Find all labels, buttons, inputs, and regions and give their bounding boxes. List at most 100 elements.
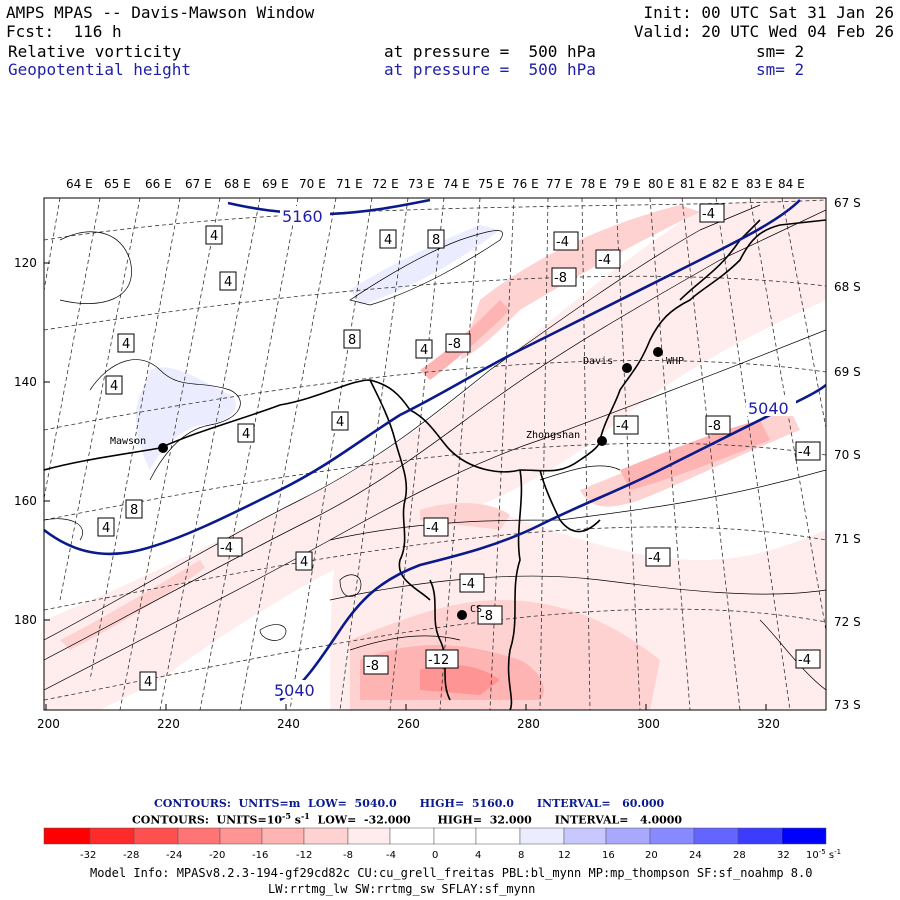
plot-frame <box>43 197 827 711</box>
height-labels: 5160 5040 5040 <box>272 206 796 700</box>
vort-box: -8 <box>445 333 471 353</box>
colorbar-swatch <box>605 827 651 845</box>
vort-value: -4 <box>648 551 661 566</box>
station-label-davis: Davis <box>583 356 613 367</box>
vorticity-contour-info: CONTOURS: UNITS=10-5 s-1 LOW= -32.000 HI… <box>132 811 682 827</box>
field1-name: Relative vorticity <box>8 42 182 61</box>
vort-box: -12 <box>425 649 459 669</box>
colorbar-label: -12 <box>296 850 312 861</box>
vort-value: -4 <box>556 235 569 250</box>
vort-box: 8 <box>343 329 361 349</box>
colorbar-label: 24 <box>689 850 702 861</box>
vort-box: 4 <box>139 671 157 691</box>
station-label-cs: CS <box>470 604 482 615</box>
colorbar-label: -4 <box>386 850 396 861</box>
x-tick-label: 320 <box>757 717 780 731</box>
field2-smoothing: sm= 2 <box>756 60 805 79</box>
vort-value: -8 <box>708 419 721 434</box>
vort-value: -4 <box>798 445 811 460</box>
vort-value: 4 <box>102 521 110 536</box>
colorbar-swatch <box>261 827 305 845</box>
colorbar-label: 4 <box>475 850 481 861</box>
vort-box: 4 <box>105 375 123 395</box>
lon-label: 70 E <box>299 177 326 191</box>
vort-value: 4 <box>122 337 130 352</box>
vort-info-exp2: -1 <box>300 811 310 821</box>
field2-name: Geopotential height <box>8 60 192 79</box>
vort-box: -4 <box>423 517 449 537</box>
lon-label: 67 E <box>185 177 212 191</box>
station-label-mawson: Mawson <box>110 436 146 447</box>
vort-box: -4 <box>795 441 821 461</box>
y-tick-label: 140 <box>14 375 37 389</box>
colorbar-swatch <box>43 827 91 845</box>
vort-value: -4 <box>426 521 439 536</box>
colorbar-units: 10-5 s-1 <box>806 848 841 861</box>
colorbar-label: -8 <box>343 850 353 861</box>
vort-box: -4 <box>217 537 243 557</box>
lon-label: 73 E <box>408 177 435 191</box>
colorbar-label: 32 <box>777 850 790 861</box>
colorbar-swatch <box>563 827 607 845</box>
lon-label: 82 E <box>712 177 739 191</box>
vort-value: 4 <box>384 233 392 248</box>
fcst-label: Fcst: <box>6 22 55 41</box>
lat-label: 72 S <box>834 615 861 629</box>
vort-value: -4 <box>598 253 611 268</box>
colorbar-units-s: s <box>826 850 834 861</box>
lon-label: 84 E <box>778 177 805 191</box>
longitude-labels: 64 E 65 E 66 E 67 E 68 E 69 E 70 E 71 E … <box>66 177 805 191</box>
height-label-5160: 5160 <box>282 207 323 226</box>
y-axis-labels: 120 140 160 180 <box>14 256 50 627</box>
lon-label: 68 E <box>224 177 251 191</box>
stations: Mawson Davis WHP Zhongshan CS <box>110 347 684 620</box>
colorbar-label: 8 <box>518 850 524 861</box>
colorbar-swatch <box>219 827 263 845</box>
y-tick-label: 120 <box>14 256 37 270</box>
lon-label: 79 E <box>614 177 641 191</box>
vort-value: -4 <box>462 577 475 592</box>
model-info-line2: LW:rrtmg_lw SW:rrtmg_sw SFLAY:sf_mynn <box>268 882 536 896</box>
colorbar-label: 12 <box>558 850 571 861</box>
colorbar-swatch <box>693 827 739 845</box>
lon-label: 80 E <box>648 177 675 191</box>
x-tick-label: 220 <box>157 717 180 731</box>
forecast-hour: Fcst: 116 h <box>6 23 122 41</box>
fcst-value: 116 h <box>73 22 122 41</box>
x-tick-label: 200 <box>37 717 60 731</box>
colorbar <box>43 827 827 845</box>
lon-label: 74 E <box>443 177 470 191</box>
colorbar-units-exp2: -1 <box>834 848 841 856</box>
colorbar-units-exp: -5 <box>819 848 826 856</box>
field2-pressure: at pressure = 500 hPa <box>384 60 596 79</box>
y-tick-label: 160 <box>14 494 37 508</box>
colorbar-labels: -32 -28 -24 -20 -16 -12 -8 -4 0 4 8 12 1… <box>80 848 841 861</box>
station-marker-davis <box>622 363 632 373</box>
colorbar-swatch <box>781 827 827 845</box>
vorticity-contours <box>44 204 826 691</box>
x-tick-label: 300 <box>637 717 660 731</box>
lon-label: 71 E <box>336 177 363 191</box>
vort-box: 4 <box>237 423 255 443</box>
vort-box: -4 <box>699 203 725 223</box>
lon-label: 75 E <box>478 177 505 191</box>
height-contour-info: CONTOURS: UNITS=m LOW= 5040.0 HIGH= 5160… <box>154 797 665 810</box>
vort-box: 8 <box>427 229 445 249</box>
colorbar-swatch <box>89 827 135 845</box>
vort-value: 4 <box>242 427 250 442</box>
colorbar-swatch <box>519 827 565 845</box>
vort-box: -4 <box>645 547 671 567</box>
vort-value: -12 <box>428 653 449 668</box>
graticule-lines <box>44 198 826 710</box>
vort-value: 4 <box>336 415 344 430</box>
lon-label: 65 E <box>104 177 131 191</box>
x-tick-label: 260 <box>397 717 420 731</box>
station-label-whp: WHP <box>666 356 684 367</box>
vort-value: 4 <box>420 343 428 358</box>
colorbar-swatch <box>475 827 521 845</box>
vort-value: 8 <box>130 503 138 518</box>
vort-value: -8 <box>448 337 461 352</box>
station-label-zhongshan: Zhongshan <box>526 430 580 441</box>
vort-value: -8 <box>366 659 379 674</box>
colorbar-swatch <box>133 827 179 845</box>
